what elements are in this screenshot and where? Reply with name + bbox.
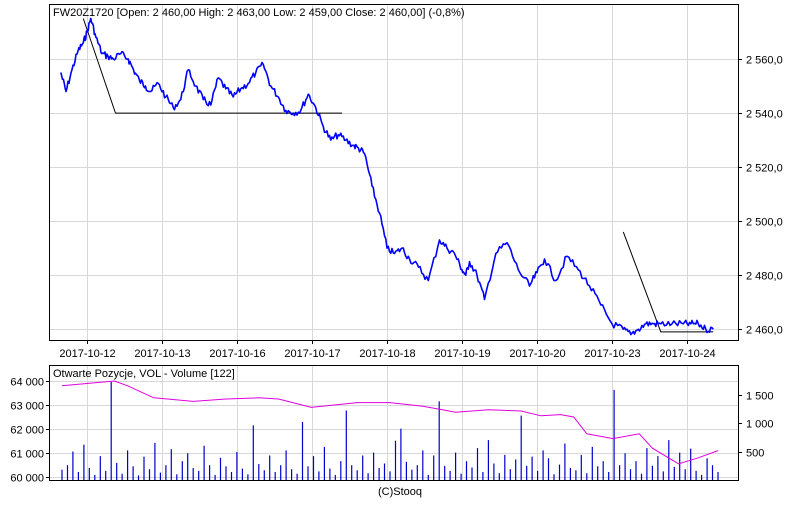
price-x-axis: 2017-10-12 2017-10-13 2017-10-16 2017-10-17… bbox=[59, 340, 716, 360]
price-y-tick-label: 2 540,0 bbox=[746, 109, 783, 121]
price-x-tick-label: 2017-10-24 bbox=[659, 348, 715, 360]
price-y-tick-label: 2 560,0 bbox=[746, 55, 783, 67]
volume-panel-frame bbox=[49, 365, 739, 481]
price-series-line bbox=[60, 17, 714, 336]
volume-chart-title: Otwarte Pozycje, VOL - Volume [122] bbox=[53, 368, 235, 380]
price-trendline bbox=[82, 18, 342, 114]
volume-y-tick-label: 1 500 bbox=[746, 391, 774, 403]
volume-bars bbox=[61, 382, 719, 480]
volume-y-tick-label: 500 bbox=[746, 448, 764, 460]
price-grid bbox=[50, 5, 738, 340]
open-interest-y-axis: 60 000 61 000 62 000 63 000 64 000 bbox=[10, 377, 50, 485]
price-trendline bbox=[622, 231, 714, 333]
price-y-tick-label: 2 480,0 bbox=[746, 271, 783, 283]
price-y-axis: 2 460,0 2 480,0 2 500,0 2 520,0 2 540,0 2 560… bbox=[738, 55, 783, 337]
volume-y-axis: 500 1 000 1 500 bbox=[738, 391, 774, 460]
open-interest-y-tick-label: 61 000 bbox=[10, 449, 44, 461]
price-x-tick-label: 2017-10-18 bbox=[359, 348, 415, 360]
volume-y-tick-label: 1 000 bbox=[746, 419, 774, 431]
open-interest-line bbox=[61, 380, 719, 465]
price-y-tick-label: 2 520,0 bbox=[746, 163, 783, 175]
price-trendlines bbox=[82, 18, 714, 333]
price-y-tick-label: 2 500,0 bbox=[746, 217, 783, 229]
footer-credit: (C)Stooq bbox=[378, 486, 422, 498]
price-y-tick-label: 2 460,0 bbox=[746, 325, 783, 337]
open-interest-y-tick-label: 62 000 bbox=[10, 425, 44, 437]
price-x-tick-label: 2017-10-17 bbox=[284, 348, 340, 360]
price-chart-title: FW20Z1720 [Open: 2 460,00 High: 2 463,00… bbox=[53, 7, 465, 19]
price-x-tick-label: 2017-10-16 bbox=[209, 348, 265, 360]
open-interest-y-tick-label: 64 000 bbox=[10, 377, 44, 389]
price-x-tick-label: 2017-10-12 bbox=[59, 348, 115, 360]
open-interest-y-tick-label: 60 000 bbox=[10, 473, 44, 485]
price-x-tick-label: 2017-10-20 bbox=[509, 348, 565, 360]
price-x-tick-label: 2017-10-19 bbox=[434, 348, 490, 360]
price-panel-frame bbox=[49, 4, 739, 341]
price-x-tick-label: 2017-10-23 bbox=[584, 348, 640, 360]
price-x-tick-label: 2017-10-13 bbox=[134, 348, 190, 360]
open-interest-y-tick-label: 63 000 bbox=[10, 401, 44, 413]
